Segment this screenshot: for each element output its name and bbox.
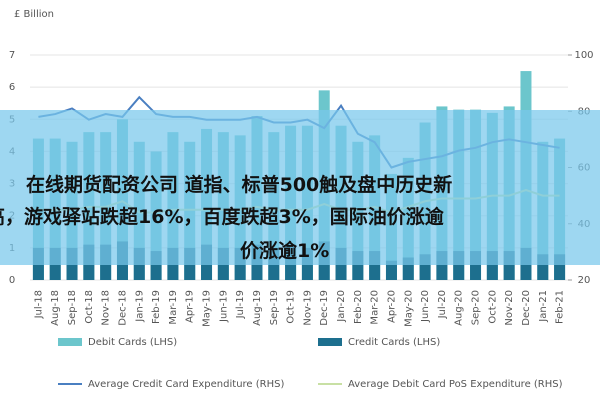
bar (554, 254, 566, 280)
x-tick-label: Jul-20 (437, 290, 448, 319)
legend-swatch (318, 338, 342, 346)
x-tick-label: Oct-18 (84, 290, 95, 324)
bar (402, 257, 414, 280)
x-tick-label: Apr-19 (185, 290, 196, 323)
legend-label: Debit Cards (LHS) (88, 337, 177, 348)
x-tick-label: Nov-18 (101, 290, 112, 326)
x-tick-label: Dec-19 (319, 290, 330, 326)
bar (419, 254, 431, 280)
legend-label: Credit Cards (LHS) (348, 337, 440, 348)
overlay-banner (0, 110, 600, 265)
x-tick-label: Sep-20 (471, 290, 482, 325)
x-tick-label: Jan-20 (336, 290, 347, 323)
x-tick-label: Jun-19 (218, 290, 229, 323)
x-tick-label: Jul-18 (33, 290, 44, 319)
y-tick-label: 0 (9, 275, 15, 286)
y2-tick-label: 20 (578, 275, 591, 286)
legend-swatch (58, 338, 82, 346)
x-tick-label: Mar-19 (168, 290, 179, 325)
x-tick-label: Dec-18 (117, 290, 128, 326)
bar (453, 251, 465, 280)
x-tick-label: Mar-20 (370, 290, 381, 325)
bar (537, 254, 549, 280)
overlay-line: 在线期货配资公司 道指、标普500触及盘中历史新 (26, 174, 453, 196)
x-tick-label: Nov-19 (302, 290, 313, 326)
bar (470, 251, 482, 280)
bar (150, 251, 162, 280)
x-tick-label: Aug-19 (252, 290, 263, 326)
legend-label: Average Debit Card PoS Expenditure (RHS) (348, 379, 563, 390)
overlay-line: 高，游戏驿站跌超16%，百度跌超3%，国际油价涨逾 (0, 206, 444, 228)
x-tick-label: Aug-20 (454, 290, 465, 326)
x-tick-label: Oct-19 (286, 290, 297, 324)
overlay-line: 价涨逾1% (240, 240, 330, 262)
bar (369, 251, 381, 280)
x-tick-label: Sep-18 (67, 290, 78, 325)
x-tick-label: Apr-20 (386, 290, 397, 323)
x-tick-label: Oct-20 (487, 290, 498, 324)
y-axis-label: £ Billion (14, 9, 54, 20)
x-tick-label: Feb-21 (555, 290, 566, 324)
bar (352, 251, 364, 280)
x-tick-label: Aug-18 (50, 290, 61, 326)
x-tick-label: Nov-20 (504, 290, 515, 326)
y2-tick-label: 100 (574, 50, 593, 61)
x-tick-label: Jul-19 (235, 290, 246, 319)
bar (436, 251, 448, 280)
x-tick-label: Feb-19 (151, 290, 162, 324)
x-tick-label: Jan-19 (134, 290, 145, 323)
bar (385, 260, 397, 280)
bar (486, 251, 498, 280)
x-tick-label: May-20 (403, 290, 414, 327)
x-tick-label: Jan-21 (538, 290, 549, 323)
bar (503, 251, 515, 280)
x-tick-label: Jun-20 (420, 290, 431, 323)
x-tick-label: Sep-19 (269, 290, 280, 325)
x-tick-label: Dec-20 (521, 290, 532, 326)
y-tick-label: 6 (9, 82, 15, 93)
x-tick-label: Feb-20 (353, 290, 364, 324)
y-tick-label: 7 (9, 50, 15, 61)
x-tick-label: May-19 (202, 290, 213, 327)
legend-label: Average Credit Card Expenditure (RHS) (88, 379, 284, 390)
